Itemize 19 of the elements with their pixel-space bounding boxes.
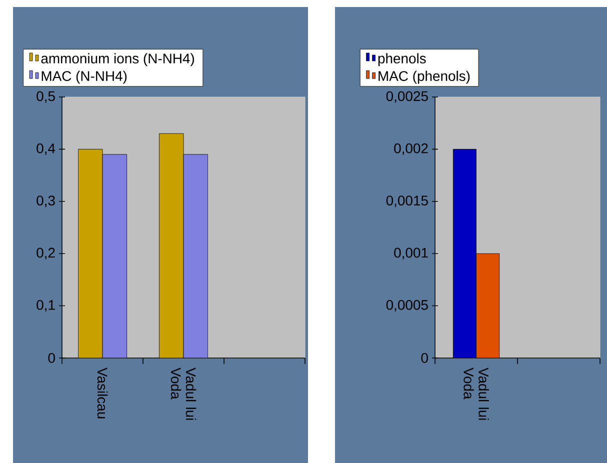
legend-label: ammonium ions (N-NH4) — [41, 53, 194, 66]
y-tick-label: 0 — [48, 353, 55, 363]
y-tick-label: 0,0015 — [386, 196, 428, 208]
y-tick-label: 0,001 — [394, 248, 428, 260]
x-tick-label: Vadul lui Voda — [464, 368, 489, 420]
y-tick-label: 0,0005 — [386, 300, 428, 312]
y-tick-label: 0,4 — [36, 143, 56, 155]
x-tick-label: Vasilcau — [97, 368, 108, 418]
y-tick-label: 0,002 — [394, 143, 428, 155]
y-tick-label: 0,1 — [36, 300, 55, 312]
legend-label: phenols — [378, 53, 426, 66]
y-tick-label: 0,0025 — [386, 91, 428, 103]
y-tick-label: 0,5 — [36, 91, 55, 103]
x-tick-label: Vadul lui Voda — [170, 368, 196, 420]
y-tick-label: 0,2 — [36, 248, 55, 260]
y-tick-label: 0 — [421, 353, 428, 363]
legend-label: MAC (N-NH4) — [42, 70, 127, 84]
legend-label: MAC (phenols) — [378, 70, 470, 84]
y-tick-label: 0,3 — [36, 196, 55, 208]
